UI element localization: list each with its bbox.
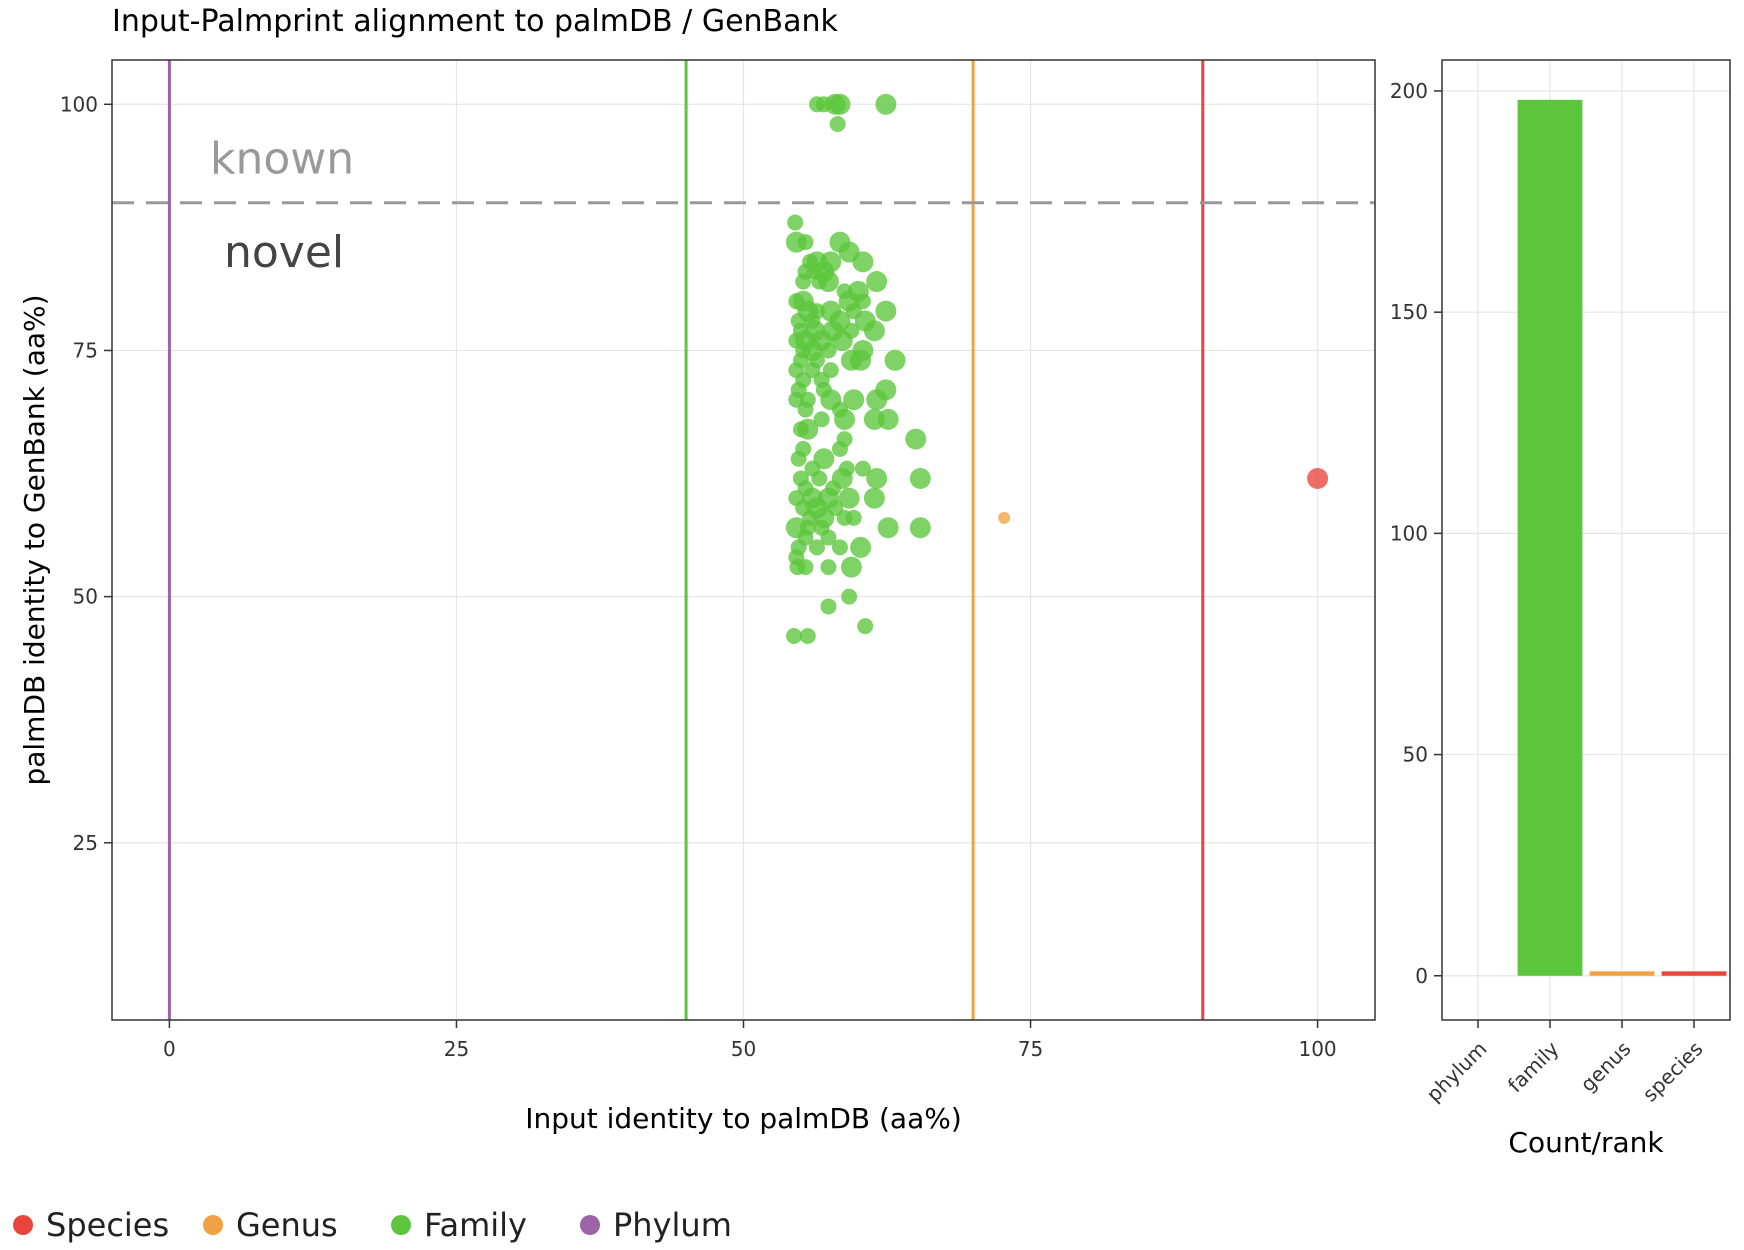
legend-label-genus: Genus — [236, 1206, 338, 1244]
point-family — [845, 509, 862, 526]
point-family — [820, 598, 837, 615]
point-family — [841, 588, 858, 605]
legend-marker-family — [391, 1215, 411, 1235]
point-family — [884, 349, 906, 371]
bar-x-ticks: phylum family genus species — [1422, 1020, 1708, 1107]
scatter-y-ticks: 25 50 75 100 — [60, 92, 112, 855]
point-family — [808, 539, 825, 556]
point-family — [857, 618, 874, 635]
bar-gridlines — [1442, 60, 1730, 1020]
point-family — [787, 214, 804, 231]
point-family — [797, 234, 814, 251]
scatter-y-tick-label: 50 — [73, 585, 98, 609]
point-family — [790, 450, 807, 467]
bars — [1517, 99, 1727, 976]
bar-x-tick-label: species — [1638, 1037, 1708, 1107]
legend-marker-phylum — [580, 1215, 600, 1235]
bar-family — [1517, 99, 1583, 976]
point-family — [852, 251, 874, 273]
point-family — [866, 271, 888, 293]
point-family — [797, 418, 819, 440]
point-family — [820, 342, 837, 359]
point-family — [831, 330, 853, 352]
point-species — [1307, 467, 1329, 489]
legend-marker-genus — [203, 1215, 223, 1235]
point-family — [829, 116, 846, 132]
bar-genus — [1589, 971, 1655, 976]
point-family — [811, 470, 828, 487]
point-family — [813, 411, 830, 428]
bar-frame — [1441, 59, 1731, 1021]
point-family — [843, 389, 865, 411]
legend-marker-species — [13, 1215, 33, 1235]
scatter-x-tick-label: 50 — [731, 1037, 756, 1061]
point-family — [875, 93, 897, 115]
point-family — [811, 273, 828, 290]
legend-label-phylum: Phylum — [613, 1206, 732, 1244]
scatter-y-tick-label: 100 — [60, 92, 98, 116]
bar-x-tick-label: genus — [1576, 1037, 1636, 1097]
scatter-points — [785, 93, 1329, 644]
point-family — [866, 389, 888, 411]
known-label: known — [210, 133, 354, 184]
bar-panel: phylum family genus species 0 50 100 150 200 Co… — [1390, 59, 1731, 1159]
point-family — [850, 349, 872, 371]
point-genus — [998, 511, 1011, 524]
point-family — [877, 408, 899, 430]
legend-label-species: Species — [46, 1206, 169, 1244]
point-family — [877, 517, 899, 539]
bar-y-ticks: 0 50 100 150 200 — [1390, 79, 1442, 988]
point-family — [797, 559, 814, 576]
scatter-y-tick-label: 25 — [73, 831, 98, 855]
scatter-x-axis-label: Input identity to palmDB (aa%) — [525, 1102, 962, 1135]
scatter-x-tick-label: 0 — [163, 1037, 176, 1061]
point-family — [829, 93, 851, 115]
point-family — [799, 628, 816, 644]
bar-y-tick-label: 100 — [1390, 521, 1428, 545]
point-family — [875, 300, 897, 322]
bar-species — [1661, 971, 1727, 976]
bar-x-tick-label: phylum — [1422, 1037, 1492, 1107]
scatter-x-tick-label: 100 — [1298, 1037, 1336, 1061]
point-family — [909, 467, 931, 489]
point-family — [850, 536, 872, 558]
scatter-x-tick-label: 75 — [1018, 1037, 1043, 1061]
novel-label: novel — [224, 227, 344, 278]
point-family — [820, 529, 837, 546]
point-family — [797, 401, 814, 418]
bar-y-tick-label: 0 — [1415, 964, 1428, 988]
point-family — [863, 320, 885, 342]
scatter-gridlines — [112, 60, 1375, 1020]
point-family — [866, 467, 888, 489]
rank-threshold-lines — [167, 60, 1205, 1020]
point-family — [795, 273, 812, 290]
point-family — [854, 460, 871, 477]
point-family — [838, 487, 860, 509]
legend-label-family: Family — [424, 1206, 527, 1244]
point-family — [834, 408, 856, 430]
chart-title: Input-Palmprint alignment to palmDB / Ge… — [112, 4, 839, 39]
point-family — [831, 539, 848, 556]
scatter-y-axis-label: palmDB identity to GenBank (aa%) — [18, 294, 51, 785]
bar-y-tick-label: 200 — [1390, 79, 1428, 103]
scatter-x-tick-label: 25 — [444, 1037, 469, 1061]
bar-y-tick-label: 50 — [1403, 743, 1428, 767]
point-family — [905, 428, 927, 450]
point-family — [831, 440, 848, 457]
point-family — [863, 487, 885, 509]
bar-x-tick-label: family — [1503, 1036, 1564, 1097]
point-family — [909, 517, 931, 539]
scatter-panel: known novel 0 25 50 75 100 25 50 75 100 Input i… — [18, 59, 1376, 1135]
bar-y-tick-label: 150 — [1390, 300, 1428, 324]
point-family — [840, 556, 862, 578]
point-family — [820, 559, 837, 576]
bar-x-axis-label: Count/rank — [1508, 1126, 1664, 1159]
point-family — [786, 628, 803, 644]
legend: Species Genus Family Phylum — [13, 1206, 732, 1244]
scatter-x-ticks: 0 25 50 75 100 — [163, 1020, 1337, 1061]
scatter-y-tick-label: 75 — [73, 338, 98, 362]
